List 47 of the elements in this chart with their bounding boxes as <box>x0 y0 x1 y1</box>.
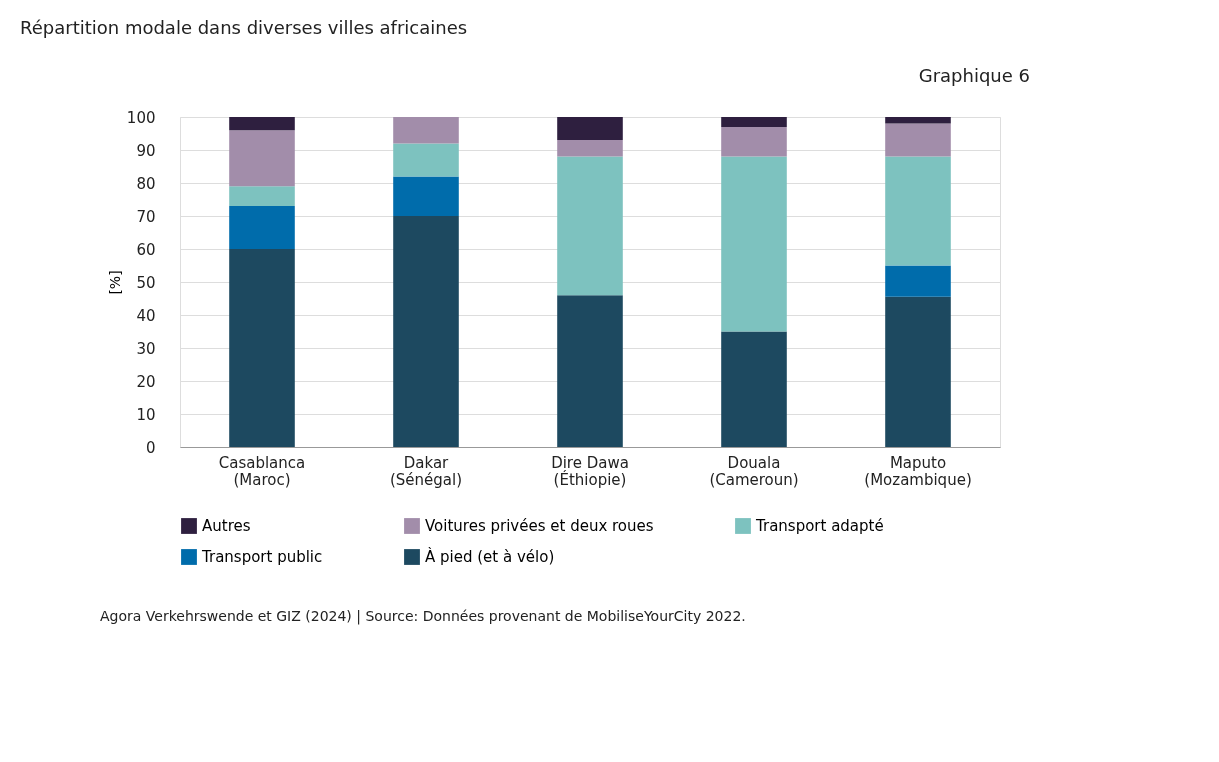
bar <box>885 117 951 124</box>
y-tick-label: 50 <box>136 273 156 292</box>
bar <box>721 117 787 127</box>
bar <box>721 156 787 332</box>
y-tick-label: 10 <box>136 405 156 424</box>
x-tick-label: Douala (Cameroun) <box>709 453 799 489</box>
bar <box>885 156 951 266</box>
y-tick-label: 20 <box>136 372 156 391</box>
legend-label: Voitures privées et deux roues <box>425 517 654 535</box>
bar <box>885 123 951 157</box>
text: Agora Verkehrswende et GIZ (2024) | Source: Données provenant de MobiliseYourCity 2022. <box>100 608 746 625</box>
bar <box>393 117 459 144</box>
y-tick-label: 40 <box>136 306 156 325</box>
legend-label: Autres <box>202 517 251 535</box>
bar <box>393 143 459 177</box>
bar <box>229 249 295 447</box>
legend-label: À pied (et à vélo) <box>425 547 555 566</box>
legend-label: Transport public <box>201 548 323 566</box>
chart-title: Répartition modale dans diverses villes africaines <box>20 17 468 38</box>
y-tick-label: 90 <box>136 141 156 160</box>
bar <box>721 331 787 447</box>
y-tick-label: 100 <box>126 108 156 127</box>
y-tick-label: 0 <box>145 438 156 457</box>
bar <box>557 117 623 141</box>
bar <box>229 186 295 207</box>
y-tick-label: 70 <box>136 207 156 226</box>
x-tick-label: Maputo (Mozambique) <box>864 453 972 489</box>
y-axis-title: [%] <box>106 270 123 295</box>
bar <box>229 117 295 131</box>
bar <box>393 176 459 216</box>
bar <box>229 206 295 249</box>
y-tick-label: 80 <box>136 174 156 193</box>
text: Graphique 6 <box>918 65 1030 86</box>
bar <box>721 126 787 157</box>
bar <box>557 140 623 157</box>
y-tick-label: 30 <box>136 339 156 358</box>
y-tick-label: 60 <box>136 240 156 259</box>
bar <box>885 265 951 297</box>
bar <box>557 295 623 447</box>
bar <box>393 216 459 447</box>
legend-label: Transport adapté <box>755 517 884 535</box>
x-tick-label: Casablanca (Maroc) <box>218 453 306 489</box>
x-tick-label: Dire Dawa (Éthiopie) <box>551 453 629 489</box>
bar <box>557 156 623 296</box>
x-tick-label: Dakar (Sénégal) <box>389 453 463 489</box>
bar <box>885 296 951 447</box>
bar <box>229 130 295 187</box>
